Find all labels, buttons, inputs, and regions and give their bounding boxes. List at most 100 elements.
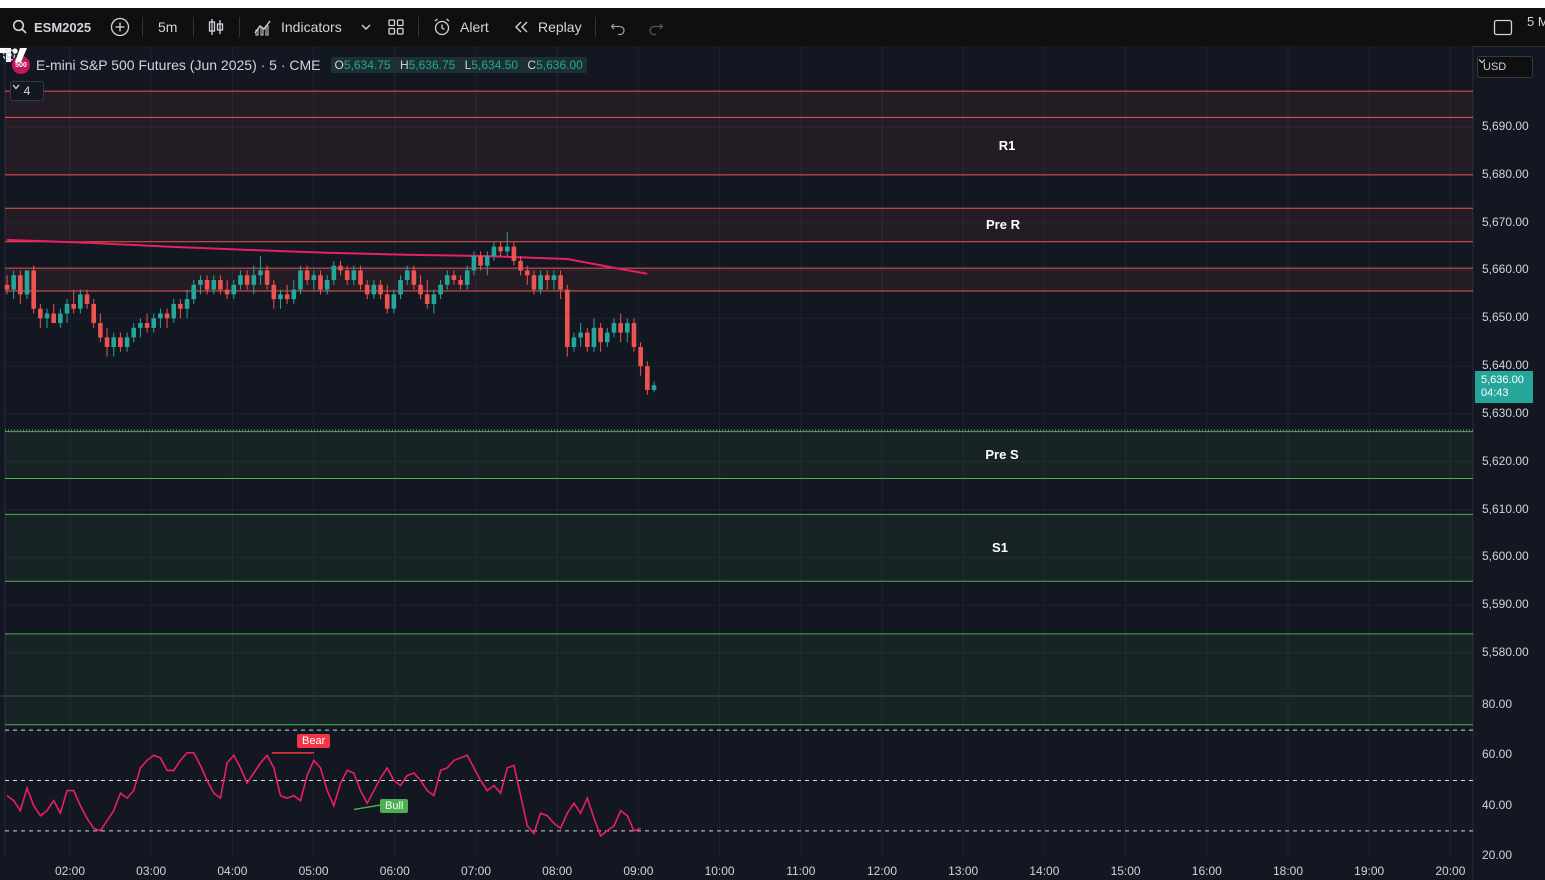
candle-body bbox=[598, 327, 603, 343]
candle-body bbox=[111, 337, 117, 347]
candle-body bbox=[378, 284, 383, 295]
zone-band bbox=[5, 91, 1473, 118]
compare-symbol-button[interactable] bbox=[109, 8, 131, 46]
redo-icon bbox=[649, 23, 664, 36]
candle-body bbox=[324, 280, 330, 290]
candle-body bbox=[458, 280, 463, 285]
rsi-tick-label: 60.00 bbox=[1482, 747, 1513, 762]
candle-body bbox=[364, 284, 370, 295]
toolbar-divider bbox=[142, 17, 143, 37]
candle-body bbox=[38, 308, 43, 319]
price-tick-label: 5,650.00 bbox=[1482, 310, 1529, 325]
symbol-title[interactable]: E-mini S&P 500 Futures (Jun 2025) · 5 · … bbox=[36, 57, 321, 73]
candle-body bbox=[318, 275, 323, 290]
price-tick-label: 5,630.00 bbox=[1482, 405, 1529, 420]
candle-body bbox=[198, 280, 203, 285]
candle-body bbox=[471, 256, 477, 271]
layouts-button[interactable] bbox=[387, 8, 405, 46]
time-tick-label: 04:00 bbox=[217, 864, 248, 878]
chart-legend: 500 E-mini S&P 500 Futures (Jun 2025) · … bbox=[12, 56, 587, 74]
time-tick-label: 14:00 bbox=[1029, 864, 1060, 878]
candle-body bbox=[524, 270, 530, 276]
candle-body bbox=[178, 303, 183, 309]
candle-body bbox=[398, 280, 403, 295]
candle-body bbox=[618, 323, 623, 333]
candle-body bbox=[544, 275, 550, 281]
grid-icon bbox=[388, 19, 404, 35]
right-truncated-label[interactable]: 5 M bbox=[1527, 13, 1545, 29]
candle-body bbox=[138, 323, 143, 328]
candle-body bbox=[358, 270, 363, 285]
candle-body bbox=[271, 284, 277, 300]
chevron-down-icon bbox=[12, 84, 20, 90]
redo-button[interactable] bbox=[647, 8, 665, 46]
zone-band bbox=[5, 514, 1473, 582]
candle-body bbox=[605, 332, 610, 343]
time-tick-label: 13:00 bbox=[948, 864, 979, 878]
candle-body bbox=[451, 275, 457, 281]
indicators-button[interactable]: Indicators bbox=[253, 8, 342, 46]
replay-button[interactable]: Replay bbox=[512, 8, 582, 46]
candle-body bbox=[411, 270, 417, 285]
time-tick-label: 12:00 bbox=[866, 864, 898, 878]
price-tick-label: 5,660.00 bbox=[1482, 262, 1529, 277]
candle-body bbox=[311, 275, 317, 281]
candle-body bbox=[338, 265, 343, 271]
zone-band bbox=[5, 431, 1473, 479]
indicators-collapse-toggle[interactable]: 4 bbox=[10, 81, 44, 101]
rsi-line bbox=[6, 751, 641, 838]
indicators-dropdown[interactable] bbox=[360, 8, 372, 46]
zone-band bbox=[5, 633, 1473, 725]
time-tick-label: 08:00 bbox=[542, 864, 573, 878]
candle-body bbox=[58, 313, 63, 324]
undo-button[interactable] bbox=[609, 8, 627, 46]
candle-body bbox=[18, 275, 23, 295]
trading-app: ESM2025 5m Indicators Alert bbox=[0, 8, 1545, 880]
candle-body bbox=[204, 280, 210, 290]
candle-body bbox=[218, 280, 223, 290]
toolbar-divider bbox=[193, 17, 194, 37]
alert-button[interactable]: Alert bbox=[432, 8, 489, 46]
candle-body bbox=[224, 289, 230, 295]
time-tick-label: 05:00 bbox=[298, 864, 329, 878]
candle-body bbox=[104, 337, 110, 347]
candle-body bbox=[71, 303, 76, 309]
toolbar-divider bbox=[418, 17, 419, 37]
settings-gear-icon[interactable] bbox=[0, 46, 18, 64]
chart-area[interactable]: 500 E-mini S&P 500 Futures (Jun 2025) · … bbox=[0, 46, 1545, 880]
candle-body bbox=[531, 275, 537, 290]
candle-body bbox=[124, 337, 130, 347]
price-pane-bg bbox=[0, 46, 1473, 696]
candle-body bbox=[4, 284, 10, 290]
candle-body bbox=[251, 275, 257, 285]
time-tick-label: 09:00 bbox=[623, 864, 654, 878]
plus-circle-icon bbox=[110, 17, 130, 37]
candle-body bbox=[291, 289, 297, 300]
bear-signal-label: Bear bbox=[297, 734, 331, 748]
candle-body bbox=[631, 323, 637, 347]
toolbar-divider bbox=[239, 17, 240, 37]
candle-body bbox=[611, 323, 617, 333]
candle-body bbox=[84, 294, 90, 304]
interval-button[interactable]: 5m bbox=[158, 8, 177, 46]
candle-body bbox=[638, 346, 643, 367]
time-tick-label: 06:00 bbox=[379, 864, 410, 878]
time-tick-label: 10:00 bbox=[704, 864, 735, 878]
undo-icon bbox=[610, 23, 625, 36]
candle-body bbox=[444, 275, 450, 285]
close-value: 5,636.00 bbox=[536, 58, 583, 72]
time-tick-label: 18:00 bbox=[1272, 864, 1304, 878]
candle-body bbox=[404, 270, 410, 281]
chart-type-button[interactable] bbox=[206, 8, 226, 46]
fullscreen-button[interactable] bbox=[1493, 8, 1513, 46]
candle-body bbox=[264, 270, 270, 285]
currency-select[interactable]: USD bbox=[1477, 56, 1533, 78]
high-value: 5,636.75 bbox=[408, 58, 456, 72]
candle-body bbox=[651, 385, 657, 391]
rsi-tick-label: 80.00 bbox=[1482, 697, 1513, 711]
candle-body bbox=[304, 270, 310, 281]
price-tick-label: 5,680.00 bbox=[1482, 166, 1529, 181]
candle-body bbox=[258, 270, 263, 276]
symbol-search[interactable]: ESM2025 bbox=[12, 8, 91, 46]
chart-canvas[interactable] bbox=[0, 46, 1545, 880]
